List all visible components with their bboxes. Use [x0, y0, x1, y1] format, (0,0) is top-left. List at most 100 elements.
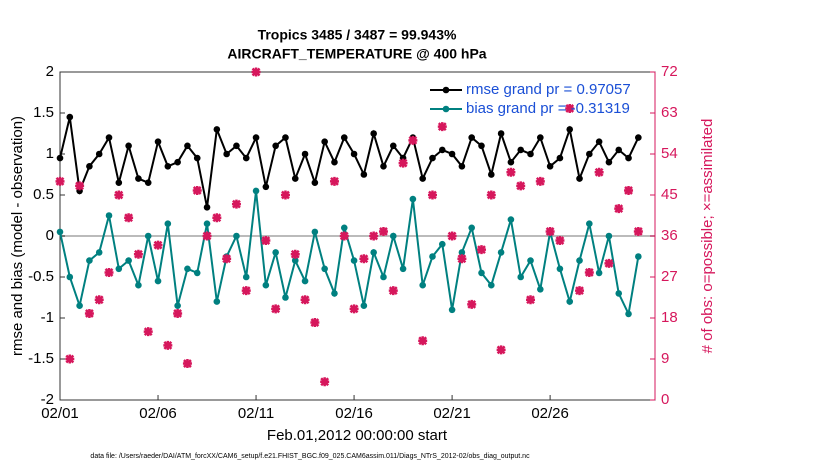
obs-marker [271, 304, 281, 314]
obs-marker [496, 345, 506, 355]
series-marker [468, 224, 475, 232]
x-tick-label: 02/26 [531, 405, 569, 422]
obs-marker [280, 190, 290, 200]
y-tick-label: 2 [46, 63, 54, 80]
obs-marker [290, 249, 300, 259]
series-marker [154, 277, 162, 285]
series-marker [527, 257, 534, 264]
obs-marker [212, 213, 222, 223]
obs-marker [447, 231, 457, 241]
series-marker [242, 154, 250, 162]
obs-marker [555, 236, 565, 246]
obs-marker [84, 308, 94, 318]
series-marker [115, 179, 123, 186]
series-marker [282, 294, 289, 301]
series-marker [360, 302, 368, 310]
series-marker [458, 249, 466, 256]
obs-marker [339, 231, 349, 241]
obs-marker [114, 190, 124, 200]
obs-marker [378, 226, 388, 236]
x-tick-label: 02/06 [139, 405, 177, 422]
series-marker [399, 265, 407, 273]
y-tick-label: 0 [46, 227, 54, 244]
chart-title: Tropics 3485 / 3487 = 99.943% [258, 27, 457, 43]
obs-marker [124, 213, 134, 223]
y2-tick-label: 63 [661, 104, 678, 121]
y-axis-label: rmse and bias (model - observation) [9, 116, 26, 356]
x-tick-label: 02/11 [238, 405, 274, 422]
legend-label: rmse grand pr = 0.97057 [466, 81, 631, 98]
obs-marker [476, 245, 486, 255]
series-marker [331, 290, 338, 297]
series-line [59, 190, 640, 318]
series-marker [350, 150, 358, 158]
series-marker [429, 154, 436, 162]
legend-marker [442, 105, 450, 113]
series-marker [311, 179, 319, 186]
series-marker [438, 146, 446, 154]
series-marker [537, 134, 544, 141]
series-marker [527, 150, 534, 158]
series-marker [448, 306, 456, 314]
obs-marker [526, 295, 536, 305]
y2-tick-label: 45 [661, 186, 678, 203]
series-marker [478, 142, 485, 150]
obs-marker [192, 185, 202, 195]
x-tick-label: 02/01 [41, 405, 79, 422]
series-marker [174, 302, 181, 310]
obs-marker [153, 240, 163, 250]
series-marker [517, 146, 525, 154]
obs-marker [261, 236, 271, 246]
obs-marker [241, 286, 251, 296]
series-marker [331, 158, 338, 166]
series-marker [291, 175, 299, 182]
series-marker [448, 150, 456, 158]
series-marker [95, 249, 103, 256]
obs-marker [163, 340, 173, 350]
series-marker [301, 150, 309, 158]
series-marker [488, 171, 495, 178]
obs-marker [398, 158, 408, 168]
series-marker [546, 163, 554, 170]
series-marker [360, 171, 368, 178]
series-marker [497, 249, 505, 256]
series-marker [586, 220, 593, 227]
chart-subtitle: AIRCRAFT_TEMPERATURE @ 400 hPa [227, 46, 486, 62]
series-marker [272, 249, 279, 256]
series-marker [282, 134, 289, 141]
series-marker [488, 281, 495, 289]
y2-axis-label: # of obs: o=possible; ×=assimilated [699, 119, 716, 354]
obs-marker [182, 359, 192, 369]
obs-marker [408, 135, 418, 145]
series-marker [86, 163, 93, 170]
series-marker [164, 220, 172, 227]
series-marker [115, 265, 123, 273]
series-marker [497, 130, 505, 137]
obs-marker [604, 258, 614, 268]
obs-marker [457, 254, 467, 264]
series-marker [380, 163, 387, 170]
obs-marker [575, 286, 585, 296]
series-marker [507, 158, 515, 166]
series-marker [311, 228, 319, 236]
series-marker [370, 130, 377, 137]
obs-marker [545, 226, 555, 236]
legend-marker [442, 86, 450, 94]
y2-tick-label: 72 [661, 63, 678, 80]
y2-tick-label: 36 [661, 227, 678, 244]
series-marker [625, 154, 632, 162]
obs-marker [486, 190, 496, 200]
series-marker [419, 281, 426, 289]
series-marker [105, 134, 113, 141]
series-marker [380, 273, 387, 281]
series-marker [566, 298, 574, 305]
series-marker [213, 126, 221, 133]
y-tick-label: 1.5 [33, 104, 54, 121]
y-tick-label: -1 [41, 309, 54, 326]
series-marker [615, 146, 623, 154]
y2-tick-label: 18 [661, 309, 678, 326]
obs-marker [506, 167, 516, 177]
obs-marker [94, 295, 104, 305]
series-marker [233, 232, 240, 240]
obs-marker [349, 304, 359, 314]
